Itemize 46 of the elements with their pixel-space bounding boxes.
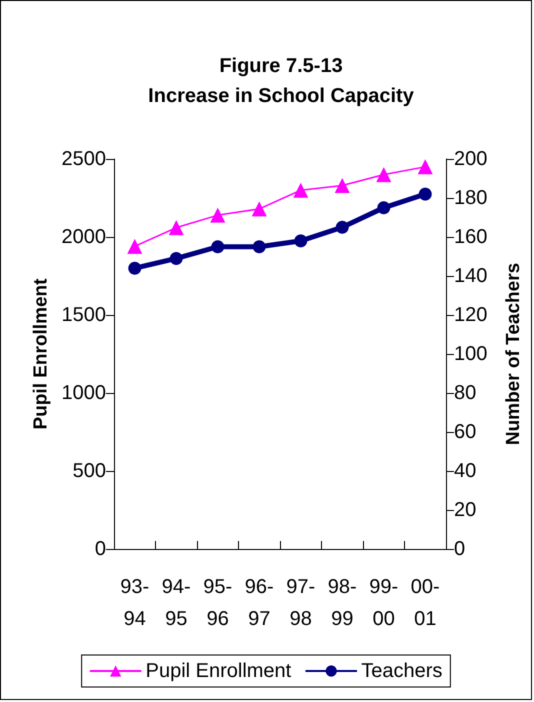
point — [418, 188, 432, 201]
chart-title: Figure 7.5-13 Increase in School Capacity — [148, 55, 415, 107]
x-tick-label: 93-94 — [120, 576, 150, 630]
legend-label: Pupil Enrollment — [146, 660, 292, 682]
x-tick-label: 99-00 — [369, 576, 398, 630]
point — [210, 208, 226, 223]
y2-tick-label: 80 — [454, 382, 476, 404]
point — [377, 201, 390, 214]
legend-label: Teachers — [361, 660, 442, 682]
y2-tick-label: 140 — [454, 265, 488, 287]
y-tick-label: 500 — [72, 460, 106, 482]
point — [127, 238, 142, 254]
y2-tick-label: 160 — [454, 226, 488, 248]
point — [168, 220, 184, 236]
y-axis-title: Pupil Enrollment — [30, 278, 52, 430]
y-tick-label: 2500 — [62, 148, 106, 170]
x-tick-label: 96-97 — [244, 576, 274, 630]
point — [252, 201, 267, 216]
point — [211, 240, 224, 254]
point — [294, 234, 308, 248]
x-tick-label: 95-96 — [203, 576, 232, 630]
point — [170, 252, 183, 265]
point — [128, 262, 142, 275]
y2-tick-label: 0 — [454, 538, 466, 560]
y2-tick-label: 120 — [454, 304, 488, 326]
y2-tick-label: 180 — [454, 187, 488, 209]
x-tick-label: 00-01 — [410, 576, 440, 630]
point — [418, 159, 433, 174]
y2-tick-label: 200 — [454, 148, 488, 170]
x-tick-label: 94-95 — [162, 576, 191, 630]
point — [334, 178, 350, 194]
x-tick-label: 97-98 — [286, 576, 316, 630]
y2-tick-label: 20 — [454, 499, 476, 521]
x-tick-label: 98-99 — [328, 576, 357, 630]
point — [336, 220, 349, 234]
point — [252, 240, 266, 254]
point — [376, 167, 392, 182]
y2-tick-label: 100 — [454, 343, 488, 365]
y2-tick-label: 60 — [454, 421, 476, 443]
y2-tick-label: 40 — [454, 460, 476, 482]
y-tick-label: 1000 — [62, 382, 106, 404]
y-tick-label: 1500 — [62, 304, 106, 326]
y2-axis-title: Number of Teachers — [503, 262, 524, 446]
y-tick-label: 2000 — [62, 226, 106, 248]
y-tick-label: 0 — [94, 538, 106, 560]
point — [293, 182, 308, 198]
